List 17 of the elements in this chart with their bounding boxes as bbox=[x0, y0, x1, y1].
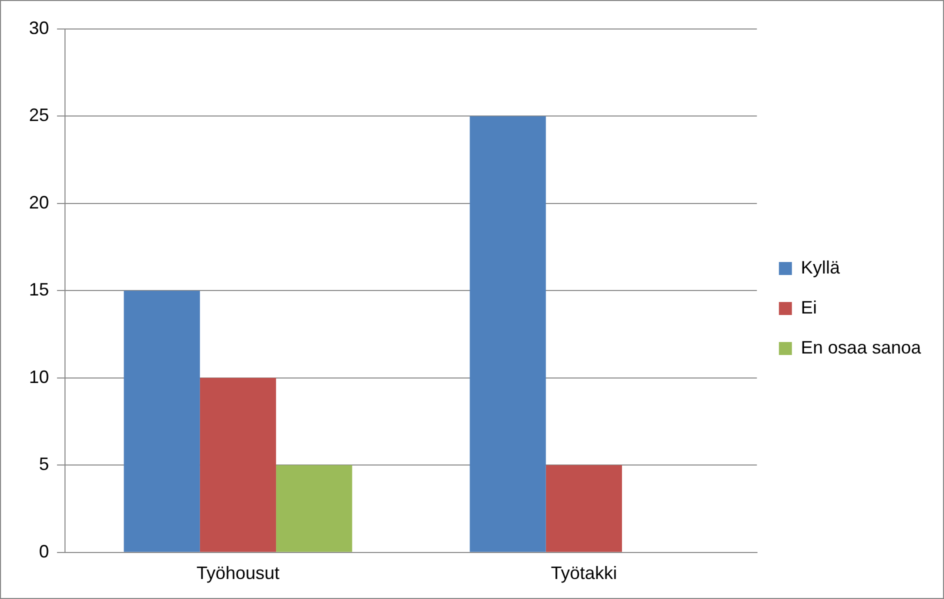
bar bbox=[470, 116, 546, 552]
bar bbox=[124, 290, 200, 552]
y-tick-label: 25 bbox=[28, 105, 50, 126]
bar bbox=[546, 465, 622, 552]
y-tick-label: 10 bbox=[28, 366, 50, 387]
y-tick-label: 15 bbox=[28, 280, 50, 300]
legend-label: Ei bbox=[800, 297, 817, 318]
bar bbox=[200, 378, 276, 552]
y-tick-label: 0 bbox=[39, 541, 50, 562]
y-tick-label: 5 bbox=[39, 454, 50, 474]
y-tick-label: 30 bbox=[28, 18, 50, 38]
legend-label: Kyllä bbox=[800, 257, 841, 278]
bar bbox=[276, 465, 352, 552]
x-tick-label: Työtakki bbox=[550, 563, 617, 584]
y-tick-label: 20 bbox=[28, 192, 50, 212]
legend-label: En osaa sanoa bbox=[800, 337, 922, 358]
x-tick-label: Työhousut bbox=[196, 563, 280, 584]
